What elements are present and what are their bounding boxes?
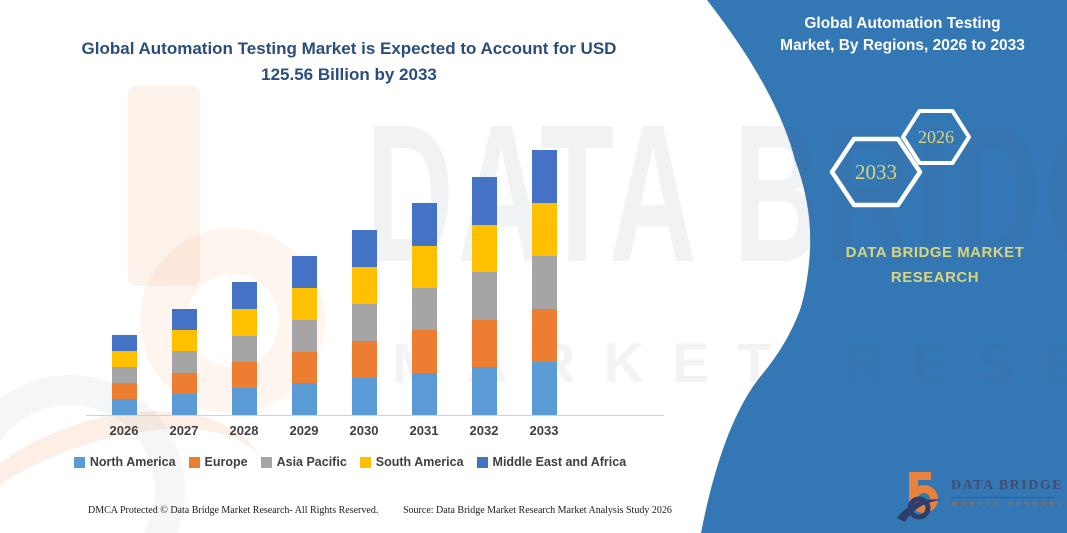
legend-item-asia-pacific: Asia Pacific xyxy=(260,455,347,469)
bar-2027 xyxy=(171,309,197,415)
logo-subtitle-text: MARKET RESEARCH xyxy=(952,501,1067,508)
bar-2030 xyxy=(351,229,377,415)
hexagon-2033 xyxy=(829,136,923,208)
segment-2027-south-america xyxy=(171,330,197,352)
segment-2030-europe xyxy=(351,341,377,378)
legend-swatch xyxy=(73,456,85,468)
segment-2028-south-america xyxy=(231,309,257,336)
panel-title-line2: Market, By Regions, 2026 to 2033 xyxy=(780,36,1025,54)
segment-2027-north-america xyxy=(171,393,197,415)
x-tick-label-2032: 2032 xyxy=(469,423,499,438)
chart-legend: North America Europe Asia Pacific South Ame… xyxy=(25,455,675,469)
legend-swatch xyxy=(188,456,200,468)
hexagon-2033-label: 2033 xyxy=(855,160,897,184)
x-tick-label-2027: 2027 xyxy=(169,423,199,438)
segment-2033-europe xyxy=(531,309,557,362)
segment-2029-middle-east-and-africa xyxy=(291,256,317,288)
legend-item-middle-east-and-africa: Middle East and Africa xyxy=(476,455,627,469)
hexagon-2026 xyxy=(901,109,971,165)
segment-2030-north-america xyxy=(351,377,377,415)
segment-2030-south-america xyxy=(351,266,377,304)
legend-swatch xyxy=(476,456,488,468)
company-logo: DATA BRIDGE MARKET RESEARCH xyxy=(897,468,1067,526)
year-hexagons: 2033 2026 xyxy=(829,109,971,208)
segment-2031-europe xyxy=(411,330,437,373)
x-tick-label-2029: 2029 xyxy=(289,423,319,438)
segment-2027-asia-pacific xyxy=(171,351,197,373)
logo-name-text: DATA BRIDGE xyxy=(951,478,1064,493)
legend-label: North America xyxy=(89,455,176,469)
bar-2029 xyxy=(291,256,317,415)
segment-2027-europe xyxy=(171,372,197,394)
x-axis-line xyxy=(86,415,664,416)
legend-swatch xyxy=(260,456,272,468)
x-tick-label-2026: 2026 xyxy=(109,423,139,438)
segment-2030-asia-pacific xyxy=(351,303,377,342)
segment-2029-europe xyxy=(291,351,317,384)
segment-2027-middle-east-and-africa xyxy=(171,309,197,331)
brand-line1: DATA BRIDGE MARKET xyxy=(845,244,1025,261)
bar-2033 xyxy=(531,150,557,415)
segment-2032-middle-east-and-africa xyxy=(471,176,497,225)
segment-2026-middle-east-and-africa xyxy=(111,335,137,352)
segment-2033-south-america xyxy=(531,203,557,257)
segment-2028-north-america xyxy=(231,388,257,415)
segment-2028-europe xyxy=(231,362,257,389)
segment-2029-south-america xyxy=(291,287,317,320)
legend-label: Europe xyxy=(204,455,248,469)
x-tick-label-2030: 2030 xyxy=(349,423,379,438)
brand-line2: RESEARCH xyxy=(890,268,980,286)
segment-2033-north-america xyxy=(531,361,557,415)
segment-2029-asia-pacific xyxy=(291,319,317,352)
segment-2028-asia-pacific xyxy=(231,335,257,363)
watermark-text-line2: MARKET RESEARCH xyxy=(392,331,1067,394)
segment-2032-south-america xyxy=(471,224,497,273)
segment-2026-europe xyxy=(111,383,137,399)
source-note: Source: Data Bridge Market Research Mark… xyxy=(403,505,672,516)
brand-wordmark: DATA BRIDGE MARKET RESEARCH xyxy=(795,241,1067,291)
legend-item-europe: Europe xyxy=(188,455,248,469)
panel-title-line1: Global Automation Testing xyxy=(804,15,1001,32)
chart-title: Global Automation Testing Market is Expe… xyxy=(81,39,617,84)
segment-2031-asia-pacific xyxy=(411,287,437,331)
segment-2029-north-america xyxy=(291,383,317,415)
segment-2026-south-america xyxy=(111,351,137,368)
segment-2030-middle-east-and-africa xyxy=(351,229,377,267)
segment-2028-middle-east-and-africa xyxy=(231,282,257,310)
x-tick-label-2033: 2033 xyxy=(529,423,559,438)
segment-2031-north-america xyxy=(411,372,437,415)
segment-2033-middle-east-and-africa xyxy=(531,150,557,204)
legend-item-north-america: North America xyxy=(73,455,176,469)
segment-2031-south-america xyxy=(411,245,437,288)
logo-divider xyxy=(951,497,1055,498)
x-tick-label-2028: 2028 xyxy=(229,423,259,438)
legend-item-south-america: South America xyxy=(359,455,464,469)
x-axis-labels: 2026 2027 2028 2029 2030 2031 2032 2033 xyxy=(88,423,664,441)
legend-label: Middle East and Africa xyxy=(492,455,627,469)
segment-2033-asia-pacific xyxy=(531,256,557,309)
bar-2026 xyxy=(111,335,137,415)
legend-label: Asia Pacific xyxy=(276,455,347,469)
segment-2032-europe xyxy=(471,319,497,368)
bar-2032 xyxy=(471,176,497,415)
blue-side-panel xyxy=(701,0,1067,533)
bar-2031 xyxy=(411,203,437,415)
bar-2028 xyxy=(231,282,257,415)
dmca-notice: DMCA Protected © Data Bridge Market Rese… xyxy=(88,505,379,516)
panel-title: Global Automation Testing Market, By Reg… xyxy=(745,13,1060,56)
blue-panel-shape xyxy=(701,0,1067,533)
stacked-bar-plot xyxy=(88,141,664,415)
segment-2026-north-america xyxy=(111,398,137,415)
segment-2031-middle-east-and-africa xyxy=(411,203,437,246)
legend-swatch xyxy=(359,456,371,468)
segment-2032-asia-pacific xyxy=(471,272,497,320)
company-logo-icon xyxy=(897,472,943,522)
segment-2026-asia-pacific xyxy=(111,367,137,384)
x-tick-label-2031: 2031 xyxy=(409,423,439,438)
segment-2032-north-america xyxy=(471,367,497,415)
hexagon-2026-label: 2026 xyxy=(918,127,954,147)
legend-label: South America xyxy=(375,455,464,469)
